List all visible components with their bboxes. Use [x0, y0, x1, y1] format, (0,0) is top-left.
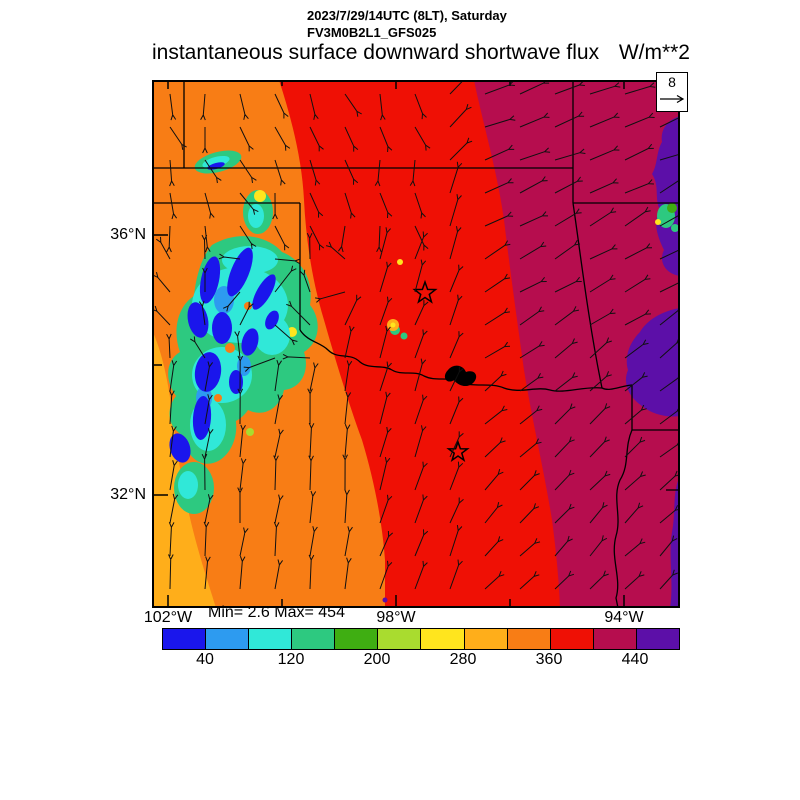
city-markers: [412, 279, 470, 462]
lake-texoma: [444, 365, 477, 387]
map-frame: [152, 80, 680, 608]
wind-reference-arrow-icon: [660, 94, 685, 104]
city-star-marker: [412, 279, 438, 304]
colorbar-segment: [163, 629, 206, 649]
border-tx-la: [613, 429, 633, 608]
lon-label-94w: 94°W: [604, 609, 644, 626]
valid-time-header: 2023/7/29/14UTC (8LT), Saturday: [307, 8, 507, 23]
colorbar-segment: [549, 629, 593, 649]
city-star-marker: [446, 439, 470, 462]
red-river: [299, 329, 633, 392]
lon-label-98w: 98°W: [376, 609, 416, 626]
flux-region-purple-patch: [625, 308, 680, 417]
colorbar-segment: [420, 629, 464, 649]
plot-title: instantaneous surface downward shortwave…: [152, 41, 600, 64]
colorbar-segment: [635, 629, 679, 649]
colorbar-tick-label: 280: [449, 651, 477, 668]
colorbar-tick-label: 360: [535, 651, 563, 668]
colorbar-tick-label: 120: [277, 651, 305, 668]
flux-region-gold-wedge: [152, 330, 216, 608]
lon-label-102w: 102°W: [143, 609, 193, 626]
weather-map: [152, 80, 680, 608]
border-ok-ar: [572, 202, 603, 389]
colorbar: [162, 628, 680, 650]
colorbar-segment: [592, 629, 636, 649]
colorbar-tick-label: 40: [196, 651, 214, 668]
wind-arrow-field: [152, 80, 680, 590]
state-borders: [152, 80, 680, 608]
lat-label-32n: 32°N: [110, 486, 146, 503]
wind-reference-box: 8: [656, 72, 688, 112]
wind-arrows: [152, 80, 680, 590]
colorbar-segment: [248, 629, 292, 649]
plot-units-label: W/m**2: [618, 41, 690, 64]
colorbar-tick-label: 200: [363, 651, 391, 668]
colorbar-segment: [334, 629, 378, 649]
colorbar-segment: [463, 629, 507, 649]
field-min-max: Min= 2.6 Max= 454: [208, 604, 345, 621]
colorbar-tick-label: 440: [621, 651, 649, 668]
colorbar-segment: [291, 629, 335, 649]
colorbar-segment: [506, 629, 550, 649]
flux-speck-purple: [382, 597, 388, 603]
flux-region-darkred: [474, 80, 680, 608]
model-header: FV3M0B2L1_GFS025: [307, 25, 437, 40]
colorbar-segment: [205, 629, 249, 649]
colorbar-segment: [377, 629, 421, 649]
lat-label-36n: 36°N: [110, 226, 146, 243]
wind-reference-value: 8: [668, 74, 676, 90]
